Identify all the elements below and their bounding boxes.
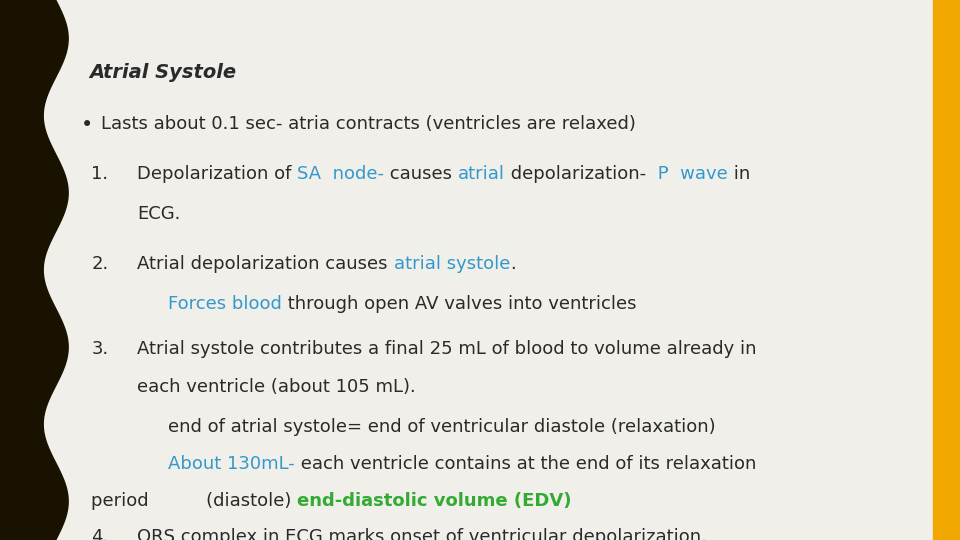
Text: atrial systole: atrial systole — [394, 255, 510, 273]
Text: each ventricle (about 105 mL).: each ventricle (about 105 mL). — [137, 378, 416, 396]
Text: Forces blood: Forces blood — [168, 295, 282, 313]
Text: About 130mL-: About 130mL- — [168, 455, 295, 473]
Text: Lasts about 0.1 sec- atria contracts (ventricles are relaxed): Lasts about 0.1 sec- atria contracts (ve… — [101, 115, 636, 133]
Text: Atrial depolarization causes: Atrial depolarization causes — [137, 255, 394, 273]
Text: causes: causes — [384, 165, 458, 183]
Text: ECG.: ECG. — [137, 205, 180, 223]
Text: 4.: 4. — [91, 528, 108, 540]
Text: period          (diastole): period (diastole) — [91, 492, 298, 510]
Text: Atrial systole contributes a final 25 mL of blood to volume already in: Atrial systole contributes a final 25 mL… — [137, 340, 756, 358]
Text: atrial: atrial — [458, 165, 505, 183]
Text: in: in — [728, 165, 750, 183]
Text: each ventricle contains at the end of its relaxation: each ventricle contains at the end of it… — [295, 455, 756, 473]
Text: •: • — [82, 115, 93, 135]
Text: end of atrial systole= end of ventricular diastole (relaxation): end of atrial systole= end of ventricula… — [168, 418, 715, 436]
Text: Depolarization of: Depolarization of — [137, 165, 298, 183]
Text: .: . — [510, 255, 516, 273]
Bar — [933, 0, 960, 540]
Text: 1.: 1. — [91, 165, 108, 183]
Text: P  wave: P wave — [652, 165, 728, 183]
Text: depolarization-: depolarization- — [505, 165, 652, 183]
Text: QRS complex in ECG marks onset of ventricular depolarization.: QRS complex in ECG marks onset of ventri… — [137, 528, 708, 540]
Text: 2.: 2. — [91, 255, 108, 273]
Polygon shape — [0, 0, 68, 540]
Text: end-diastolic volume (EDV): end-diastolic volume (EDV) — [298, 492, 572, 510]
Text: SA  node-: SA node- — [298, 165, 384, 183]
Text: 3.: 3. — [91, 340, 108, 358]
Text: Atrial Systole: Atrial Systole — [89, 63, 236, 82]
Text: through open AV valves into ventricles: through open AV valves into ventricles — [282, 295, 636, 313]
